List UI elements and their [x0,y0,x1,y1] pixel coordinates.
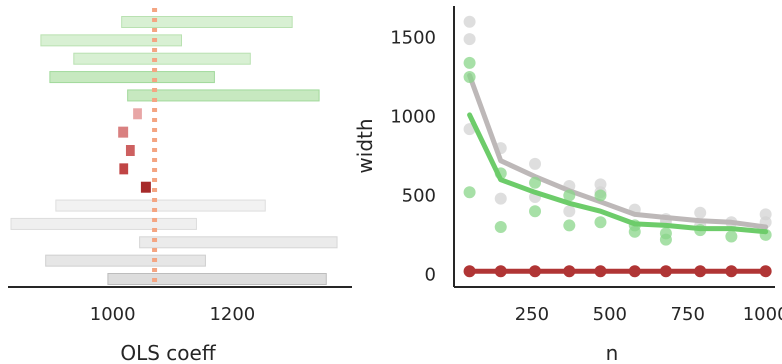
interval-bar [45,254,206,267]
data-point [494,221,507,234]
y-axis-title: width [353,118,377,173]
series-group [463,15,772,232]
data-point [594,216,607,229]
data-point [529,176,542,189]
interval-bars [10,16,338,285]
data-point [494,192,507,205]
x-tick-labels-right: 250 500 750 1000 [515,304,782,325]
data-point [725,230,738,243]
y-tick-label: 1500 [390,28,436,49]
interval-bar [139,236,338,249]
data-point [463,33,476,46]
data-point [694,206,707,219]
y-tick-label: 1000 [390,107,436,128]
series-group [463,265,772,278]
width-panel: 0 500 1000 1500 250 500 750 1000 n width [353,6,782,364]
data-point [563,219,576,232]
interval-bar [121,16,293,28]
x-tick-labels: 1000 1200 [90,304,255,325]
interval-bar [40,34,182,47]
interval-bar [119,163,129,175]
data-point [463,186,476,199]
series-layer [463,15,772,278]
interval-bar [73,52,251,65]
data-point [529,205,542,218]
x-tick-label: 250 [515,304,549,325]
data-point [463,56,476,69]
series-line [467,73,769,230]
data-point [563,205,576,218]
data-point [594,189,607,202]
x-axis-title-right: n [606,341,619,364]
x-axis-title: OLS coeff [120,341,216,364]
x-tick-label: 500 [593,304,627,325]
interval-bar [107,273,327,285]
y-tick-label: 500 [402,185,436,206]
data-point [463,71,476,84]
interval-bar [10,217,197,230]
interval-bar [55,199,266,212]
coef-panel: 1000 1200 OLS coeff [8,8,352,364]
data-point [529,157,542,170]
series-line [467,112,769,235]
interval-bar [49,71,215,84]
interval-bar [125,145,135,156]
y-tick-label: 0 [425,264,436,285]
interval-bar [140,181,151,193]
x-tick-label: 1000 [90,304,136,325]
x-tick-label: 1000 [743,304,782,325]
data-point [659,227,672,240]
x-tick-label: 750 [671,304,705,325]
series-group [463,56,772,246]
y-tick-labels: 0 500 1000 1500 [390,28,436,286]
data-point [563,189,576,202]
x-tick-label: 1200 [209,304,255,325]
interval-bar [118,126,129,138]
interval-bar [127,89,320,102]
data-point [463,15,476,28]
interval-bar [133,108,142,120]
